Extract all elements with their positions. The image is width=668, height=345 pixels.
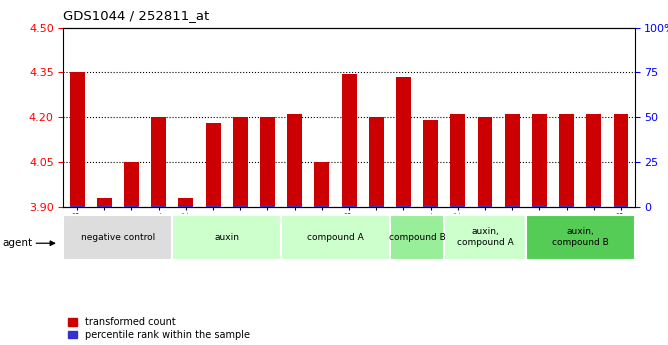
Bar (559, 114, 574, 207)
Bar (396, 205, 411, 207)
Bar (478, 205, 492, 207)
Bar (124, 205, 139, 207)
Text: compound A: compound A (307, 233, 364, 242)
Bar (232, 117, 248, 207)
Bar (260, 205, 275, 207)
FancyBboxPatch shape (526, 215, 635, 259)
Bar (505, 114, 520, 207)
Bar (587, 205, 601, 207)
Text: GDS1044 / 252811_at: GDS1044 / 252811_at (63, 9, 210, 22)
FancyBboxPatch shape (63, 215, 172, 259)
Bar (369, 205, 383, 207)
Bar (206, 205, 220, 207)
FancyBboxPatch shape (281, 215, 390, 259)
Bar (287, 205, 302, 207)
Text: auxin,
compound B: auxin, compound B (552, 227, 609, 247)
Bar (260, 117, 275, 207)
Bar (232, 205, 248, 207)
Bar (559, 205, 574, 207)
Bar (423, 120, 438, 207)
Bar (151, 117, 166, 207)
Bar (505, 205, 520, 207)
Bar (97, 198, 112, 207)
Bar (341, 205, 357, 207)
Bar (613, 114, 629, 207)
Bar (287, 114, 302, 207)
FancyBboxPatch shape (172, 215, 281, 259)
Bar (97, 205, 112, 207)
Bar (423, 205, 438, 207)
Bar (450, 205, 466, 207)
Bar (478, 117, 492, 207)
Bar (178, 206, 193, 207)
Bar (69, 72, 85, 207)
Bar (613, 205, 629, 207)
Bar (69, 205, 85, 207)
Text: auxin,
compound A: auxin, compound A (457, 227, 514, 247)
Bar (341, 74, 357, 207)
Bar (369, 117, 383, 207)
Bar (532, 205, 547, 207)
Text: auxin: auxin (214, 233, 239, 242)
Bar (532, 114, 547, 207)
Legend: transformed count, percentile rank within the sample: transformed count, percentile rank withi… (68, 317, 250, 340)
Bar (450, 114, 466, 207)
Bar (151, 205, 166, 207)
FancyBboxPatch shape (390, 215, 444, 259)
Bar (178, 198, 193, 207)
FancyBboxPatch shape (444, 215, 526, 259)
Bar (124, 162, 139, 207)
Bar (315, 205, 329, 207)
Bar (315, 162, 329, 207)
Bar (206, 123, 220, 207)
Text: compound B: compound B (389, 233, 446, 242)
Text: agent: agent (2, 238, 32, 248)
Bar (396, 77, 411, 207)
Bar (587, 114, 601, 207)
Text: negative control: negative control (81, 233, 155, 242)
